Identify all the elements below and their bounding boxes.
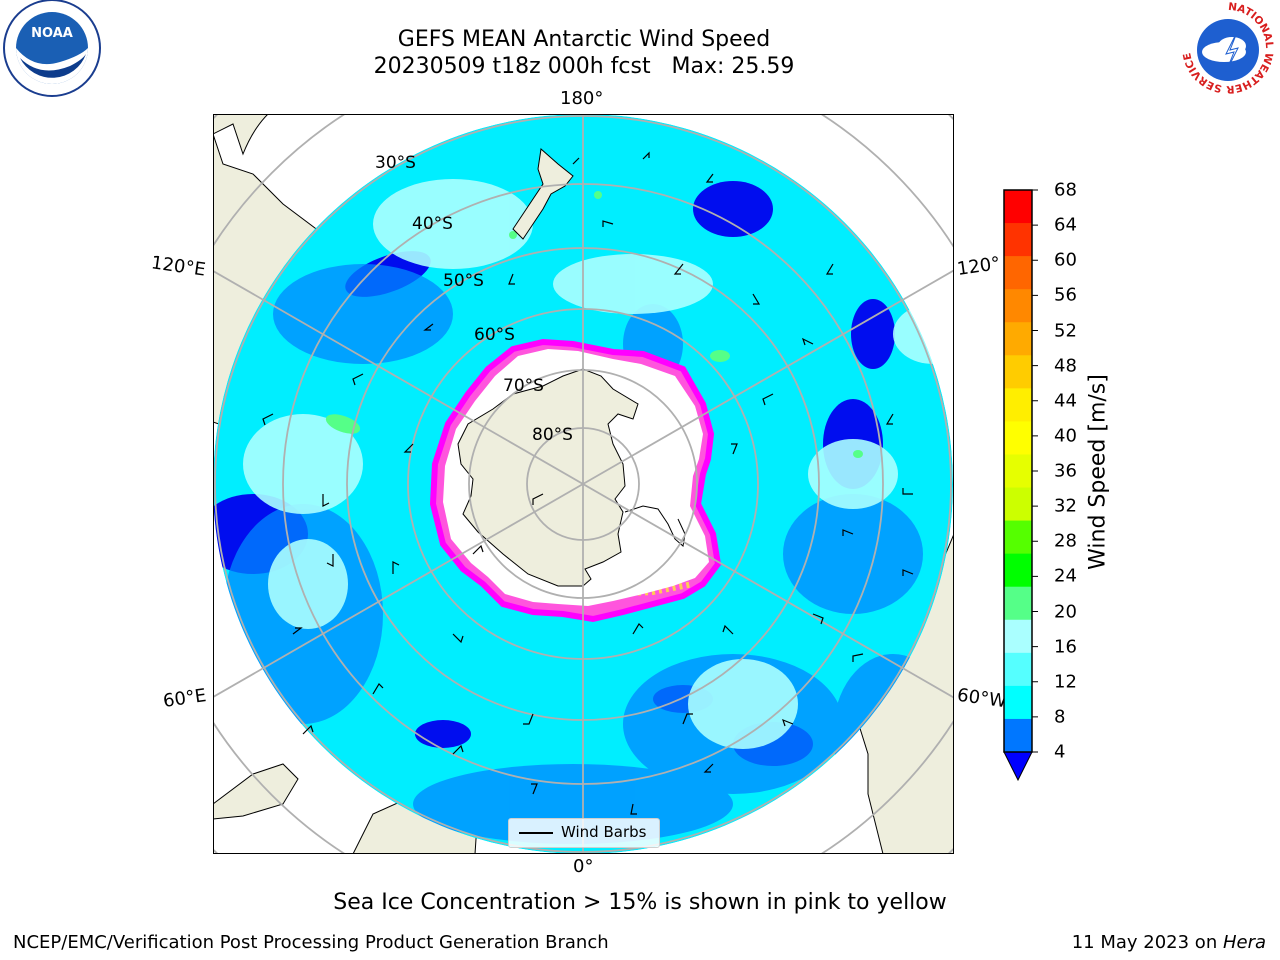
colorbar-tick-label: 8 [1054,706,1066,728]
colorbar-tick-label: 4 [1054,741,1066,763]
polar-map: 30°S 40°S 50°S 60°S 70°S 80°S [213,114,954,854]
wind-barb-legend: Wind Barbs [508,818,660,848]
legend-line-icon [519,832,553,834]
colorbar-tick-label: 24 [1054,565,1077,587]
lon-label-120w: 120° [955,253,1002,280]
colorbar-swatch [1004,388,1032,422]
colorbar-label: Wind Speed [m/s] [1085,374,1111,570]
date-label: 11 May 2023 on [1071,932,1223,953]
colorbar-swatch [1004,421,1032,455]
legend-label: Wind Barbs [561,823,647,841]
colorbar-extend-arrow [1003,751,1033,782]
colorbar-tick-label: 44 [1054,390,1077,412]
colorbar-swatch [1004,355,1032,389]
madagascar-land [213,763,299,820]
colorbar-tick-label: 48 [1054,355,1077,377]
colorbar-swatch [1004,487,1032,522]
colorbar-tick-label: 68 [1054,179,1077,201]
lon-label-0: 0° [573,856,594,877]
colorbar-tick-label: 52 [1054,320,1077,341]
colorbar-tick-label: 12 [1054,671,1077,693]
lat-label-30s: 30°S [375,153,416,173]
lon-label-120e: 120°E [149,252,207,281]
colorbar-tick-label: 20 [1054,601,1077,622]
wind-speed-strong-areas [325,191,863,458]
colorbar-swatch [1004,652,1032,687]
noaa-logo-text: NOAA [31,26,73,41]
host-name: Hera [1222,932,1266,953]
antarctica-land [457,368,639,587]
lon-label-60e: 60°E [161,685,208,712]
colorbar-tick-label: 28 [1054,530,1077,552]
colorbar-tick-label: 56 [1054,284,1077,306]
colorbar-swatch [1004,454,1032,489]
lon-label-180: 180° [560,88,604,109]
colorbar-swatch [1004,685,1032,720]
sea-ice-note: Sea Ice Concentration > 15% is shown in … [333,890,947,915]
colorbar-tick-label: 32 [1054,495,1077,517]
chart-title: GEFS MEAN Antarctic Wind Speed [397,27,771,52]
lat-label-50s: 50°S [443,271,484,291]
colorbar-tick-label: 60 [1054,249,1077,271]
australia-land [213,114,269,156]
lat-label-70s: 70°S [503,376,544,396]
wind-barbs [262,151,914,815]
colorbar-swatch [1004,718,1032,753]
nws-logo: NATIONAL WEATHER SERVICE [1181,1,1275,97]
colorbar-tick-label: 64 [1054,214,1077,236]
colorbar-swatch [1004,289,1032,323]
chart-subtitle: 20230509 t18z 000h fcst Max: 25.59 [373,54,795,79]
noaa-logo: NOAA [3,0,101,97]
colorbar-swatch [1004,553,1032,588]
colorbar-swatch [1004,619,1032,654]
wind-speed-light-areas [243,179,953,749]
lat-label-60s: 60°S [474,325,515,345]
credit-text: NCEP/EMC/Verification Post Processing Pr… [13,932,609,953]
colorbar-swatch [1004,586,1032,621]
colorbar-swatch [1004,520,1032,555]
colorbar-tick-label: 36 [1054,460,1077,482]
colorbar [1003,189,1038,782]
lat-label-40s: 40°S [412,214,453,234]
colorbar-tick-label: 40 [1054,425,1077,447]
colorbar-tick-label: 16 [1054,636,1077,658]
lat-label-80s: 80°S [532,425,573,445]
colorbar-swatch [1004,190,1032,224]
colorbar-swatch [1004,322,1032,356]
graticule [213,114,954,854]
colorbar-swatch [1004,256,1032,290]
date-text: 11 May 2023 on Hera [1072,932,1266,953]
colorbar-swatch [1004,223,1032,257]
